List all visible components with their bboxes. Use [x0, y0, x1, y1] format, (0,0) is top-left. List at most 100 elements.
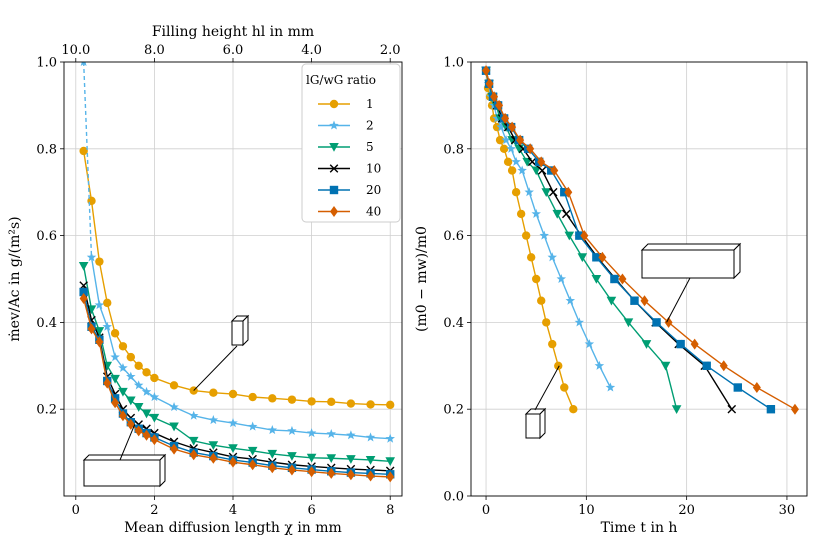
x-tick-label: 0 — [72, 503, 80, 518]
series-5-point — [564, 231, 575, 241]
series-1-point — [537, 296, 546, 305]
series-20-point — [766, 405, 776, 414]
series-2-point — [149, 392, 160, 402]
series-20-point — [676, 339, 685, 349]
series-1-point — [499, 144, 509, 153]
annotation-arrow — [666, 277, 691, 323]
series-1-point — [507, 166, 517, 175]
series-40-point — [111, 397, 120, 409]
series-40-point — [618, 273, 627, 285]
series-20-line — [485, 70, 772, 410]
series-2-point — [326, 428, 337, 438]
annotation-box-small — [524, 407, 547, 440]
series-2-point — [565, 295, 576, 305]
series-40-point — [516, 134, 525, 146]
series-40-point — [752, 382, 761, 393]
series-20-point — [733, 383, 742, 392]
series-1-point — [554, 361, 563, 370]
series-40-point — [508, 121, 517, 133]
series-1-point — [386, 400, 395, 410]
series-5-point — [126, 396, 136, 406]
series-2-point — [247, 421, 258, 431]
series-2-point — [496, 122, 506, 132]
series-40-point — [150, 434, 159, 446]
series-2-point — [574, 317, 585, 327]
series-5-point — [641, 340, 652, 349]
series-40-point — [126, 418, 135, 430]
series-2-point — [584, 339, 595, 349]
series-40-point — [118, 410, 127, 422]
series-2-point — [346, 430, 356, 440]
series-20-line — [82, 291, 391, 475]
y-tick-label: 0.6 — [36, 229, 57, 244]
series-40-point — [550, 165, 559, 176]
series-40-point — [79, 293, 88, 305]
series-1-point — [134, 361, 143, 370]
series-1-point — [126, 352, 136, 362]
x-tick-label: 30 — [779, 503, 796, 518]
series-5-point — [267, 449, 278, 459]
series-40-point — [103, 377, 112, 389]
annotation-box-wide-front — [83, 459, 161, 487]
legend-label-40: 40 — [366, 205, 381, 219]
annotation-box-wide-side — [733, 242, 741, 280]
series-1-line — [82, 150, 391, 406]
series-5-point — [606, 296, 617, 306]
top-tick-label: 8.0 — [144, 43, 165, 58]
series-1-point — [569, 405, 578, 414]
annotation-box-wide-side — [159, 453, 166, 488]
series-40-point — [87, 323, 96, 335]
series-40-point — [346, 469, 355, 481]
series-2-point — [492, 113, 502, 123]
series-2-point — [539, 230, 549, 240]
series-2-point — [267, 425, 278, 435]
annotation-box-small-side — [539, 407, 546, 440]
series-40-point — [598, 251, 607, 263]
x-axis-label: Mean diffusion length χ in mm — [124, 520, 342, 536]
series-1-point — [209, 388, 218, 397]
series-40-point — [580, 230, 589, 242]
series-5-point — [365, 455, 376, 465]
left-panel: 0 2 4 6 8 0.2 0.4 0.6 0.8 1.0 10.0 8.0 6.0 4.0 2.0 Fill… — [7, 24, 403, 536]
y-tick-label: 0.4 — [36, 316, 57, 331]
series-2-point — [80, 62, 87, 67]
series-5-point — [78, 261, 89, 271]
series-2-point — [169, 402, 179, 412]
series-2-point — [365, 432, 376, 442]
series-2-point — [118, 362, 128, 373]
series-2-point — [141, 386, 152, 396]
series-5-point — [552, 209, 563, 219]
series-1-point — [531, 274, 541, 284]
annotation-box-small-front — [525, 413, 541, 439]
series-10-point — [527, 157, 537, 167]
series-40-point — [189, 449, 198, 461]
series-5-point — [188, 436, 199, 446]
series-40-point — [537, 156, 546, 168]
series-40-point — [229, 456, 237, 468]
series-2-dashed-segment — [82, 62, 93, 258]
x-tick-label: 20 — [678, 503, 695, 518]
series-5-point — [169, 422, 179, 432]
series-2-point — [102, 321, 112, 331]
series-1-point — [521, 231, 531, 240]
series-5-point — [577, 253, 588, 263]
legend-frame — [301, 63, 401, 223]
legend-label-5: 5 — [366, 140, 374, 154]
series-1-point — [95, 257, 104, 266]
legend-marker-40 — [330, 206, 338, 217]
series-40-point — [248, 459, 257, 471]
series-5-point — [141, 409, 152, 419]
series-5-point — [133, 403, 144, 412]
series-1-point — [495, 135, 505, 145]
series-40-point — [490, 91, 499, 103]
series-2-point — [605, 382, 616, 392]
series-2-point — [133, 380, 144, 390]
top-tick-label: 6.0 — [223, 43, 244, 58]
top-tick-label: 4.0 — [301, 43, 322, 58]
series-1-point — [287, 395, 297, 404]
series-5-point — [118, 387, 128, 397]
series-1-point — [560, 383, 569, 392]
series-5-point — [287, 452, 297, 461]
secondary-x-axis-label: Filling height hl in mm — [152, 24, 314, 40]
